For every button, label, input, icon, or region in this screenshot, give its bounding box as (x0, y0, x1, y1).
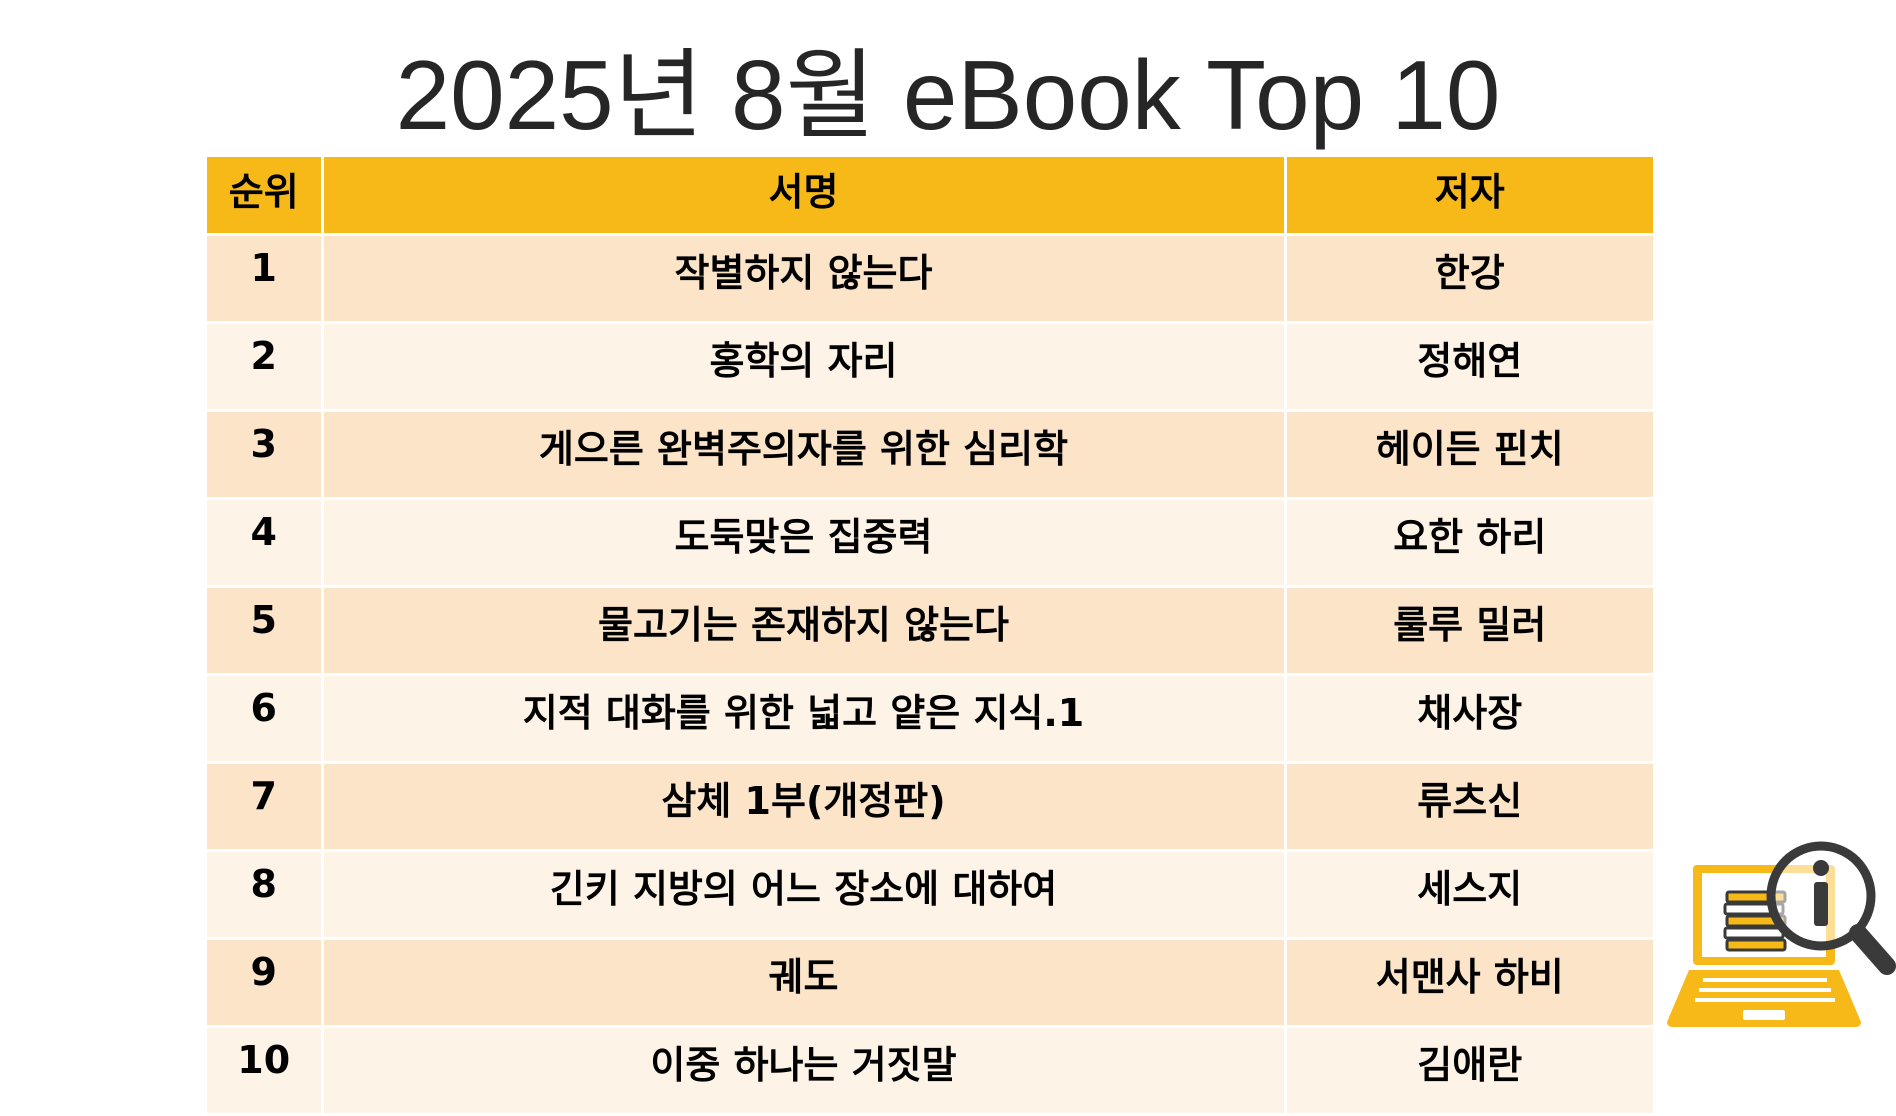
table-row: 3 게으른 완벽주의자를 위한 심리학 헤이든 핀치 (207, 410, 1653, 500)
rank-cell: 2 (207, 322, 324, 412)
author-cell: 서맨사 하비 (1285, 938, 1653, 1028)
rank-cell: 6 (207, 674, 324, 764)
rank-cell: 4 (207, 498, 324, 588)
page-title: 2025년 8월 eBook Top 10 (395, 40, 1501, 150)
author-cell: 요한 하리 (1285, 498, 1653, 588)
author-cell: 세스지 (1285, 850, 1653, 940)
table-row: 10 이중 하나는 거짓말 김애란 (207, 1026, 1653, 1116)
ebook-ranking-table: 순위 서명 저자 1 작별하지 않는다 한강 2 홍학의 자리 정해연 3 게으… (207, 157, 1653, 1116)
book-title-cell: 작별하지 않는다 (322, 234, 1287, 324)
author-cell: 류츠신 (1285, 762, 1653, 852)
book-title-cell: 물고기는 존재하지 않는다 (322, 586, 1287, 676)
author-cell: 김애란 (1285, 1026, 1653, 1116)
header-book-title: 서명 (322, 157, 1287, 236)
table-row: 9 궤도 서맨사 하비 (207, 938, 1653, 1028)
rank-cell: 8 (207, 850, 324, 940)
book-title-cell: 홍학의 자리 (322, 322, 1287, 412)
book-title-cell: 삼체 1부(개정판) (322, 762, 1287, 852)
author-cell: 정해연 (1285, 322, 1653, 412)
book-title-cell: 도둑맞은 집중력 (322, 498, 1287, 588)
author-cell: 채사장 (1285, 674, 1653, 764)
book-title-cell: 긴키 지방의 어느 장소에 대하여 (322, 850, 1287, 940)
author-cell: 한강 (1285, 234, 1653, 324)
rank-cell: 10 (207, 1026, 324, 1116)
laptop-book-magnifier-info-icon (1667, 841, 1896, 1027)
table-row: 1 작별하지 않는다 한강 (207, 234, 1653, 324)
table-row: 8 긴키 지방의 어느 장소에 대하여 세스지 (207, 850, 1653, 940)
table-row: 7 삼체 1부(개정판) 류츠신 (207, 762, 1653, 852)
table-header-row: 순위 서명 저자 (207, 157, 1653, 236)
book-title-cell: 궤도 (322, 938, 1287, 1028)
author-cell: 룰루 밀러 (1285, 586, 1653, 676)
author-cell: 헤이든 핀치 (1285, 410, 1653, 500)
table-row: 6 지적 대화를 위한 넓고 얕은 지식.1 채사장 (207, 674, 1653, 764)
rank-cell: 9 (207, 938, 324, 1028)
book-title-cell: 지적 대화를 위한 넓고 얕은 지식.1 (322, 674, 1287, 764)
rank-cell: 3 (207, 410, 324, 500)
header-author: 저자 (1285, 157, 1653, 236)
book-title-cell: 게으른 완벽주의자를 위한 심리학 (322, 410, 1287, 500)
book-title-cell: 이중 하나는 거짓말 (322, 1026, 1287, 1116)
rank-cell: 7 (207, 762, 324, 852)
rank-cell: 1 (207, 234, 324, 324)
rank-cell: 5 (207, 586, 324, 676)
table-row: 2 홍학의 자리 정해연 (207, 322, 1653, 412)
header-rank: 순위 (207, 157, 324, 236)
table-row: 4 도둑맞은 집중력 요한 하리 (207, 498, 1653, 588)
table-row: 5 물고기는 존재하지 않는다 룰루 밀러 (207, 586, 1653, 676)
